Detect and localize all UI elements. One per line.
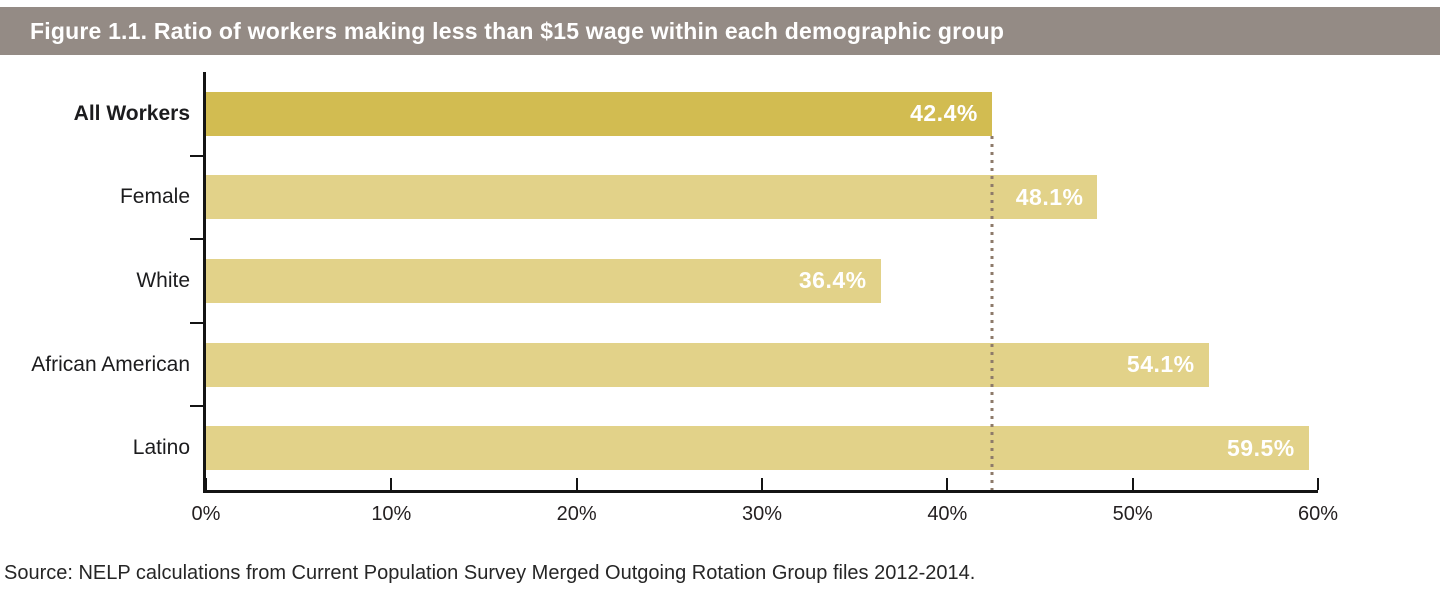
- y-axis-tick: [190, 321, 206, 324]
- bar-value-label: 48.1%: [1015, 183, 1084, 210]
- bar: 48.1%: [206, 175, 1098, 220]
- bar-row: Latino 59.5%: [133, 406, 1318, 490]
- y-axis-tick: [190, 238, 206, 241]
- bar-row: Female 48.1%: [120, 156, 1318, 240]
- x-axis-tick: [390, 478, 393, 490]
- figure-title: Figure 1.1. Ratio of workers making less…: [30, 17, 1005, 44]
- x-axis-labels: 0% 10% 20% 30% 40% 50% 60%: [192, 490, 1338, 536]
- bar: 54.1%: [206, 342, 1209, 387]
- bar-value-label: 36.4%: [798, 267, 867, 294]
- bar-row: White 36.4%: [136, 239, 1318, 323]
- category-label: Latino: [132, 436, 190, 460]
- bar: 59.5%: [206, 426, 1309, 471]
- figure-title-bar: Figure 1.1. Ratio of workers making less…: [0, 7, 1440, 55]
- bars-container: All Workers 42.4% Female 48.1% White 36.4% Afr…: [31, 72, 1318, 490]
- bar: 42.4%: [206, 91, 992, 136]
- x-axis-tick-label: 60%: [1297, 503, 1339, 525]
- x-axis-tick-label: 10%: [371, 503, 412, 525]
- x-axis-tick: [761, 478, 763, 490]
- bar-row: African American 54.1%: [31, 323, 1318, 407]
- category-label: Female: [119, 185, 190, 209]
- bar-row: All Workers 42.4%: [74, 72, 1318, 156]
- x-axis-tick: [1317, 478, 1319, 490]
- reference-line: [990, 136, 994, 490]
- category-label: All Workers: [73, 101, 190, 125]
- y-axis-tick: [190, 405, 206, 408]
- x-axis-tick: [1131, 478, 1134, 490]
- bar-chart: All Workers 42.4% Female 48.1% White 36.4% Afr…: [31, 72, 1338, 525]
- bar-value-label: 54.1%: [1126, 351, 1195, 378]
- source-note: Source: NELP calculations from Current P…: [4, 562, 976, 584]
- bar-value-label: 42.4%: [910, 100, 978, 127]
- category-label: White: [136, 268, 190, 292]
- y-axis-tick: [190, 154, 206, 157]
- x-axis-tick-label: 30%: [741, 503, 783, 525]
- x-axis-tick-label: 50%: [1112, 503, 1153, 525]
- x-axis-tick-label: 0%: [191, 503, 221, 525]
- x-axis-tick-label: 20%: [556, 503, 597, 525]
- bar: 36.4%: [206, 258, 881, 303]
- x-axis-tick: [205, 478, 207, 490]
- x-axis-tick: [575, 478, 578, 490]
- x-axis-tick-label: 40%: [927, 503, 968, 525]
- x-axis-tick: [946, 478, 949, 490]
- category-label: African American: [31, 352, 190, 376]
- bar-value-label: 59.5%: [1227, 434, 1295, 461]
